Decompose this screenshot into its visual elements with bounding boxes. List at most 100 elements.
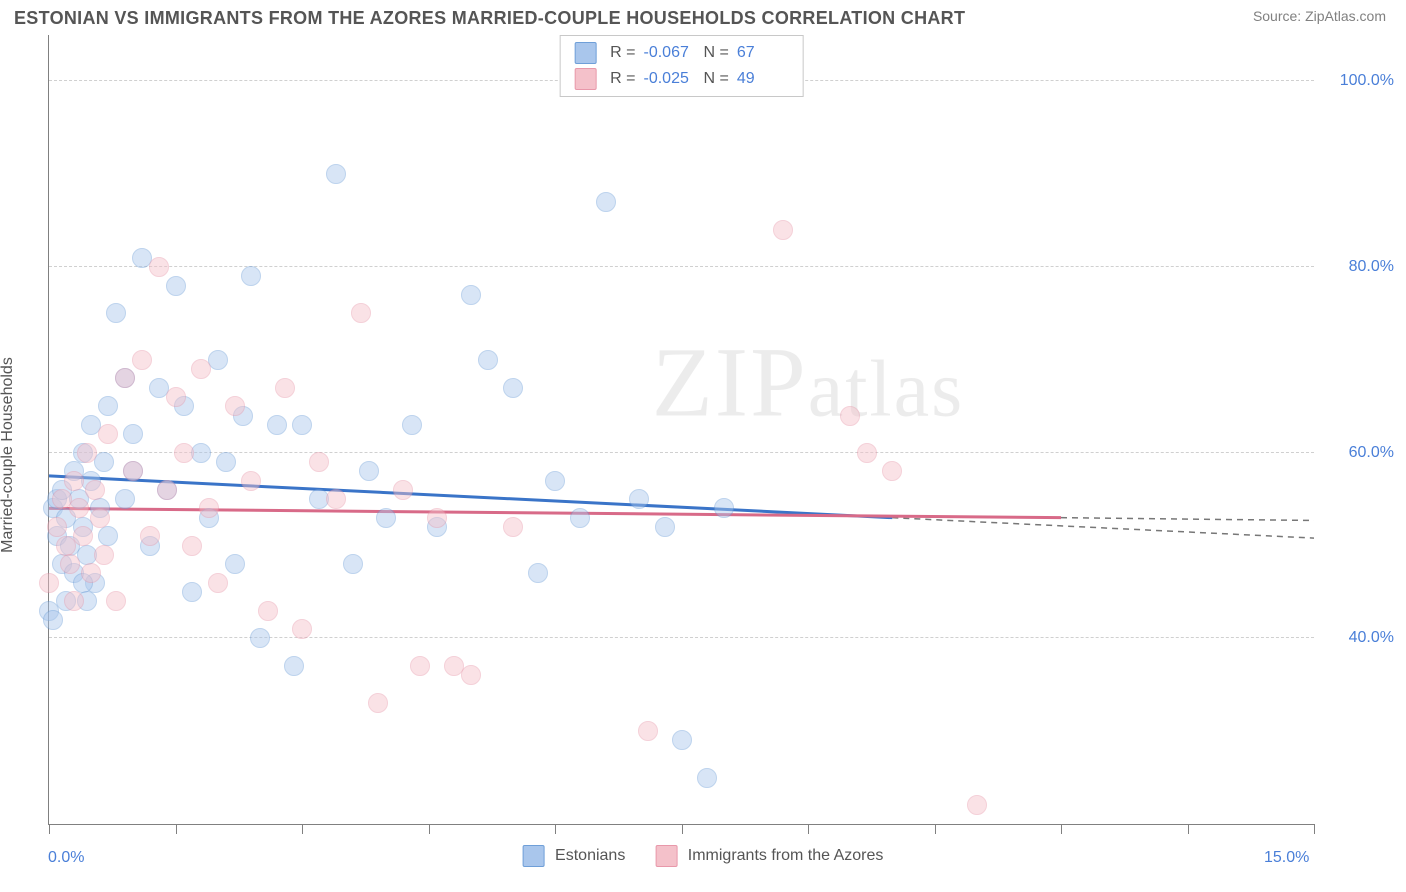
scatter-point	[292, 415, 312, 435]
y-axis-label: Married-couple Households	[0, 357, 17, 553]
legend-row-series2: R = -0.025 N = 49	[574, 66, 789, 92]
scatter-point	[199, 498, 219, 518]
y-tick-label: 40.0%	[1324, 629, 1394, 647]
x-tick	[176, 824, 177, 834]
scatter-point	[359, 461, 379, 481]
scatter-point	[43, 610, 63, 630]
scatter-point	[275, 378, 295, 398]
scatter-point	[90, 508, 110, 528]
scatter-point	[115, 489, 135, 509]
scatter-point	[857, 443, 877, 463]
r-label: R =	[610, 44, 635, 62]
grid-line	[49, 266, 1314, 267]
scatter-point	[528, 563, 548, 583]
scatter-point	[503, 517, 523, 537]
swatch-series1	[574, 42, 596, 64]
scatter-point	[882, 461, 902, 481]
scatter-point	[840, 406, 860, 426]
scatter-point	[773, 220, 793, 240]
legend-item-series2: Immigrants from the Azores	[655, 845, 883, 867]
n-value-series1: 67	[737, 44, 789, 62]
scatter-point	[39, 573, 59, 593]
scatter-point	[241, 471, 261, 491]
scatter-point	[166, 276, 186, 296]
x-tick	[682, 824, 683, 834]
legend-item-series1: Estonians	[523, 845, 626, 867]
x-tick	[1188, 824, 1189, 834]
grid-line	[49, 637, 1314, 638]
scatter-point	[284, 656, 304, 676]
scatter-point	[326, 164, 346, 184]
series-legend: Estonians Immigrants from the Azores	[523, 845, 884, 867]
scatter-point	[208, 573, 228, 593]
scatter-point	[545, 471, 565, 491]
scatter-point	[166, 387, 186, 407]
x-tick	[49, 824, 50, 834]
scatter-point	[368, 693, 388, 713]
scatter-point	[638, 721, 658, 741]
legend-row-series1: R = -0.067 N = 67	[574, 40, 789, 66]
swatch-series2	[574, 68, 596, 90]
scatter-point	[461, 665, 481, 685]
r-label: R =	[610, 70, 635, 88]
scatter-point	[60, 554, 80, 574]
scatter-point	[503, 378, 523, 398]
scatter-point	[714, 498, 734, 518]
scatter-point	[250, 628, 270, 648]
n-label: N =	[704, 70, 729, 88]
legend-label-series1: Estonians	[555, 847, 625, 864]
source-label: Source: ZipAtlas.com	[1253, 8, 1386, 24]
scatter-point	[157, 480, 177, 500]
scatter-point	[478, 350, 498, 370]
scatter-point	[216, 452, 236, 472]
y-tick-label: 80.0%	[1324, 258, 1394, 276]
scatter-point	[225, 554, 245, 574]
scatter-point	[427, 508, 447, 528]
scatter-point	[393, 480, 413, 500]
scatter-point	[672, 730, 692, 750]
scatter-point	[47, 517, 67, 537]
scatter-point	[402, 415, 422, 435]
scatter-point	[655, 517, 675, 537]
x-tick	[429, 824, 430, 834]
plot-area: ZIPatlas R = -0.067 N = 67 R = -0.025 N …	[48, 35, 1314, 825]
n-label: N =	[704, 44, 729, 62]
scatter-point	[73, 526, 93, 546]
x-tick	[1314, 824, 1315, 834]
scatter-point	[343, 554, 363, 574]
swatch-series1	[523, 845, 545, 867]
x-tick	[302, 824, 303, 834]
scatter-point	[182, 582, 202, 602]
scatter-point	[182, 536, 202, 556]
scatter-point	[98, 396, 118, 416]
scatter-point	[123, 424, 143, 444]
x-axis-max-label: 15.0%	[1264, 849, 1309, 867]
scatter-point	[81, 563, 101, 583]
x-tick	[555, 824, 556, 834]
scatter-point	[292, 619, 312, 639]
scatter-point	[461, 285, 481, 305]
scatter-point	[267, 415, 287, 435]
scatter-point	[98, 526, 118, 546]
scatter-point	[174, 443, 194, 463]
scatter-point	[697, 768, 717, 788]
scatter-point	[123, 461, 143, 481]
scatter-point	[85, 480, 105, 500]
scatter-point	[69, 498, 89, 518]
scatter-point	[98, 424, 118, 444]
y-tick-label: 60.0%	[1324, 444, 1394, 462]
watermark: ZIPatlas	[652, 325, 965, 440]
y-tick-label: 100.0%	[1324, 72, 1394, 90]
correlation-legend: R = -0.067 N = 67 R = -0.025 N = 49	[559, 35, 804, 97]
scatter-point	[570, 508, 590, 528]
x-tick	[1061, 824, 1062, 834]
chart-title: ESTONIAN VS IMMIGRANTS FROM THE AZORES M…	[14, 8, 965, 29]
scatter-point	[241, 266, 261, 286]
scatter-point	[132, 350, 152, 370]
legend-label-series2: Immigrants from the Azores	[688, 847, 884, 864]
x-axis-min-label: 0.0%	[48, 849, 84, 867]
scatter-point	[596, 192, 616, 212]
scatter-point	[376, 508, 396, 528]
scatter-point	[77, 443, 97, 463]
r-value-series1: -0.067	[644, 44, 696, 62]
